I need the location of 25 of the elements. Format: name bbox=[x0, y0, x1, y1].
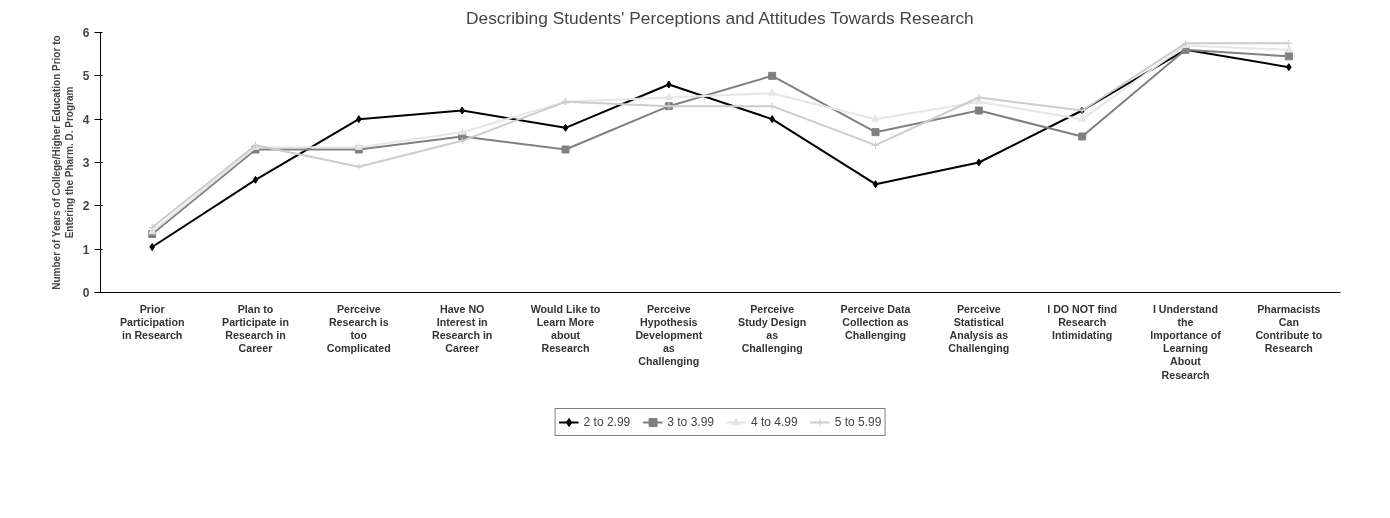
y-tick-label: 1 bbox=[82, 242, 90, 257]
legend-label: 4 to 4.99 bbox=[751, 415, 798, 429]
y-tick-label: 0 bbox=[82, 286, 90, 300]
x-tick-label: Would Like to Learn More about Research bbox=[530, 302, 601, 355]
y-tick-label: 6 bbox=[82, 26, 90, 40]
legend-label: 5 to 5.99 bbox=[834, 415, 882, 429]
x-tick-label: Perceive Study Design as Challenging bbox=[738, 302, 807, 355]
x-tick-label: Pharmacists Can Contribute to Research bbox=[1255, 302, 1323, 355]
y-tick-label: 2 bbox=[82, 199, 90, 214]
x-tick-label: Perceive Data Collection as Challenging bbox=[840, 302, 911, 341]
legend-label: 2 to 2.99 bbox=[583, 415, 631, 429]
y-tick-label: 3 bbox=[82, 156, 90, 170]
x-tick-label: Plan to Participate in Research in Career bbox=[222, 302, 289, 355]
legend-label: 3 to 3.99 bbox=[667, 415, 714, 429]
x-tick-label: Perceive Research is too Complicated bbox=[326, 302, 391, 355]
y-axis-title: Number of Years of College/Higher Education Prior to Entering the Pharm. D. Program bbox=[50, 35, 75, 290]
x-tick-label: Have NO Interest in Research in Career bbox=[431, 302, 493, 355]
y-tick-label: 5 bbox=[82, 69, 90, 84]
x-tick-label: Perceive Statistical Analysis as Challenging bbox=[948, 302, 1010, 355]
x-tick-label: I DO NOT find Research Intimidating bbox=[1047, 302, 1118, 341]
x-tick-label: Prior Participation in Research bbox=[119, 302, 185, 341]
chart-title: Describing Students' Perceptions and Attitudes Towards Research bbox=[466, 7, 974, 28]
y-tick-label: 4 bbox=[82, 112, 90, 127]
x-tick-label: I Understand the Importance of Learning About Research bbox=[1150, 302, 1222, 381]
x-tick-label: Perceive Hypothesis Development as Challenging bbox=[635, 302, 703, 368]
